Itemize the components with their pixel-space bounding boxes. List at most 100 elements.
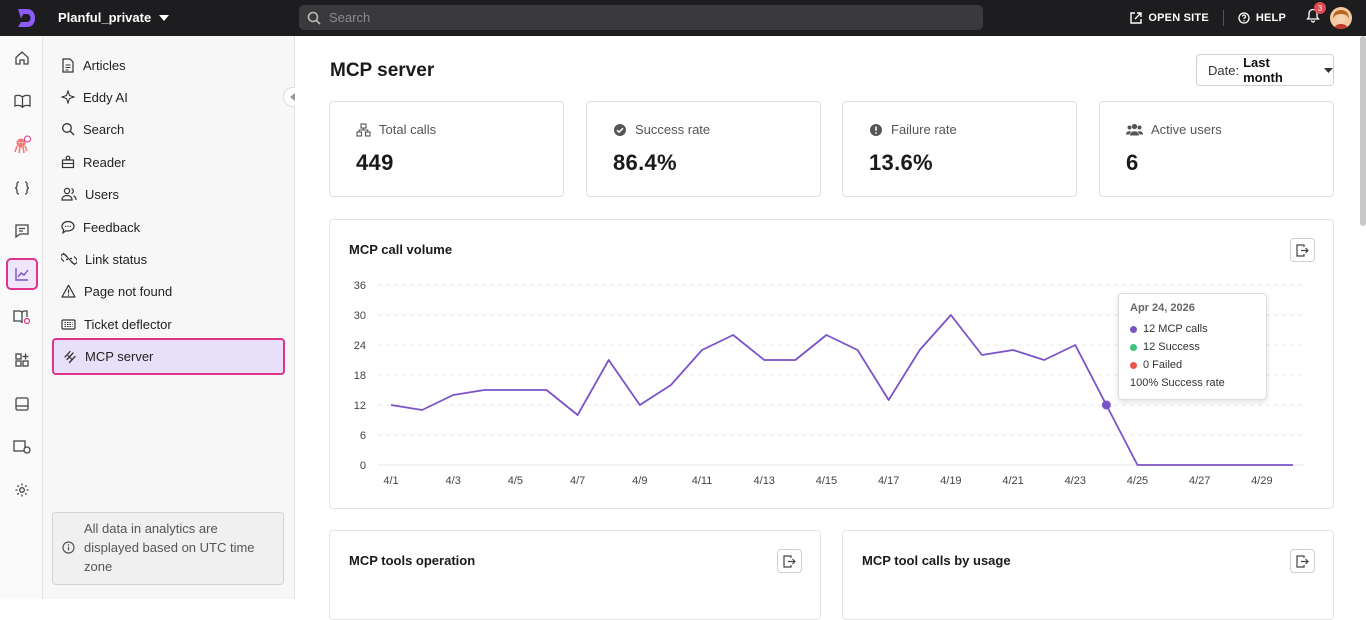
mcp-icon — [64, 350, 76, 363]
open-site-label: OPEN SITE — [1148, 12, 1209, 24]
x-tick-label: 4/3 — [446, 475, 461, 487]
x-tick-label: 4/17 — [878, 475, 899, 487]
home-icon[interactable] — [11, 47, 33, 69]
stat-label: Success rate — [635, 122, 711, 137]
stat-label: Total calls — [379, 122, 437, 137]
sidebar-item-ticket-deflector[interactable]: Ticket deflector — [61, 312, 285, 336]
search-input[interactable] — [329, 10, 929, 25]
open-site-button[interactable]: OPEN SITE — [1116, 12, 1222, 24]
tooltip-success: 12 Success — [1143, 341, 1200, 353]
octopus-ai-icon[interactable] — [11, 134, 33, 156]
y-tick-label: 12 — [354, 400, 366, 412]
call-volume-chart: 0 6 12 18 24 30 36 4/1 4/3 4/5 4/7 4/9 4/11 4/13 4/15 4… — [354, 280, 1305, 487]
external-link-icon — [1130, 12, 1143, 24]
export-icon — [1296, 554, 1309, 568]
x-tick-label: 4/1 — [383, 475, 398, 487]
sidebar-item-label: Link status — [85, 251, 148, 267]
sidebar-item-search[interactable]: Search — [61, 117, 285, 141]
sidebar-item-articles[interactable]: Articles — [61, 53, 285, 77]
chevron-down-icon — [1324, 67, 1333, 73]
tools-operation-card: MCP tools operation — [329, 530, 821, 620]
apps-grid-icon[interactable] — [11, 349, 33, 371]
x-tick-label: 4/11 — [692, 475, 713, 487]
export-icon — [783, 554, 796, 568]
project-name: Planful_private — [58, 10, 152, 25]
info-icon — [62, 541, 75, 554]
sidebar-item-eddy-ai[interactable]: Eddy AI — [61, 85, 285, 109]
main-content: MCP server Date: Last month Total calls … — [295, 36, 1366, 620]
network-icon — [356, 122, 371, 137]
sidebar-item-label: Page not found — [84, 283, 173, 299]
warning-icon — [61, 284, 76, 298]
alert-circle-icon — [870, 123, 882, 136]
y-tick-label: 30 — [354, 310, 366, 322]
x-tick-label: 4/5 — [508, 475, 523, 487]
export-button[interactable] — [777, 549, 802, 573]
check-circle-icon — [614, 123, 626, 136]
x-tick-label: 4/19 — [940, 475, 961, 487]
code-braces-icon[interactable] — [11, 177, 33, 199]
help-label: HELP — [1255, 12, 1286, 24]
sidebar-item-label: Ticket deflector — [84, 316, 172, 332]
sidebar-item-reader[interactable]: Reader — [61, 150, 285, 174]
sidebar-item-mcp-server[interactable]: MCP server — [52, 338, 285, 375]
avatar[interactable] — [1330, 7, 1352, 29]
utc-info-text: All data in analytics are displayed base… — [84, 521, 255, 574]
help-button[interactable]: HELP — [1224, 12, 1300, 24]
analytics-sidebar: Articles Eddy AI Search Reader Users Fee… — [43, 36, 295, 599]
y-tick-label: 18 — [354, 370, 366, 382]
date-value: Last month — [1243, 55, 1283, 85]
utc-info-note: All data in analytics are displayed base… — [52, 512, 284, 585]
portal-settings-icon[interactable] — [11, 436, 33, 458]
chevron-down-icon — [159, 14, 170, 21]
chart-title: MCP call volume — [349, 242, 453, 257]
top-bar: Planful_private OPEN SITE HELP 3 — [0, 0, 1366, 36]
success-dot — [1130, 343, 1137, 351]
sidebar-item-label: Search — [83, 121, 125, 137]
y-tick-label: 6 — [360, 430, 366, 442]
stat-card-total-calls: Total calls 449 — [329, 101, 564, 197]
date-range-dropdown[interactable]: Date: Last month — [1196, 54, 1334, 86]
gear-icon[interactable] — [11, 479, 33, 501]
notifications-button[interactable]: 3 — [1306, 2, 1326, 28]
book-icon[interactable] — [11, 90, 33, 112]
calls-dot — [1130, 325, 1137, 333]
x-tick-label: 4/13 — [754, 475, 775, 487]
highlight-point — [1101, 400, 1111, 410]
sidebar-item-feedback[interactable]: Feedback — [61, 215, 285, 239]
layout-icon[interactable] — [11, 393, 33, 415]
x-tick-label: 4/7 — [570, 475, 585, 487]
x-tick-label: 4/9 — [632, 475, 647, 487]
stat-value: 449 — [356, 150, 394, 175]
sparkle-icon — [61, 90, 75, 104]
reader-icon — [61, 155, 75, 169]
tooltip-date: Apr 24, 2026 — [1130, 302, 1195, 314]
y-tick-label: 24 — [354, 340, 366, 352]
analytics-icon[interactable] — [6, 258, 38, 290]
x-tick-label: 4/21 — [1002, 475, 1023, 487]
app-logo-icon[interactable] — [14, 6, 38, 30]
stat-value: 6 — [1126, 150, 1139, 175]
chat-icon[interactable] — [11, 220, 33, 242]
page-scrollbar[interactable] — [1360, 36, 1366, 226]
chart-title: MCP tool calls by usage — [862, 553, 1011, 568]
series-line — [390, 314, 1293, 466]
chart-title: MCP tools operation — [349, 553, 476, 568]
help-icon — [1238, 12, 1250, 24]
page-title: MCP server — [330, 60, 435, 81]
ticket-icon — [61, 318, 76, 330]
sidebar-item-link-status[interactable]: Link status — [61, 247, 285, 271]
export-button[interactable] — [1290, 238, 1315, 262]
export-button[interactable] — [1290, 549, 1315, 573]
stat-value: 13.6% — [869, 150, 933, 175]
sidebar-item-page-not-found[interactable]: Page not found — [61, 279, 285, 303]
tool-calls-usage-card: MCP tool calls by usage — [842, 530, 1334, 620]
stat-label: Failure rate — [891, 122, 957, 137]
global-search[interactable] — [299, 5, 983, 30]
sidebar-item-label: Eddy AI — [83, 89, 128, 105]
book-settings-icon[interactable] — [11, 306, 33, 328]
sidebar-item-users[interactable]: Users — [61, 182, 285, 206]
project-switcher[interactable]: Planful_private — [58, 10, 170, 25]
y-tick-label: 0 — [360, 460, 366, 472]
sidebar-item-label: Users — [85, 186, 119, 202]
